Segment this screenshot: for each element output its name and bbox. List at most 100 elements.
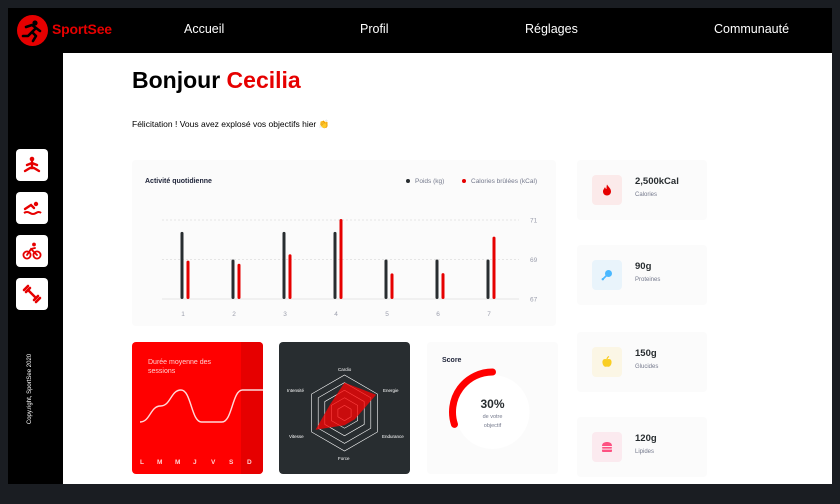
burger-icon xyxy=(592,432,622,462)
radar-grid xyxy=(311,374,378,452)
lipids-value: 120g xyxy=(635,433,657,444)
yoga-button[interactable] xyxy=(16,149,48,181)
lipids-label: Lipides xyxy=(635,449,655,455)
dumbbell-icon xyxy=(22,284,42,304)
calories-label: Calories xyxy=(635,192,658,198)
nav-profil[interactable]: Profil xyxy=(360,22,389,36)
nav-communaute[interactable]: Communauté xyxy=(714,22,790,36)
dumbbell-button[interactable] xyxy=(16,278,48,310)
legend-calories-dot xyxy=(462,179,466,184)
proteins-value: 90g xyxy=(635,261,652,272)
day-label: J xyxy=(193,459,197,466)
page-title: Bonjour Cecilia xyxy=(132,67,301,94)
radar-label-endurance: Endurance xyxy=(382,434,404,439)
proteins-label: Proteines xyxy=(635,277,661,283)
calories-bar xyxy=(441,273,445,299)
activity-x-tick: 7 xyxy=(487,311,491,318)
proteins-card: 90g Proteines xyxy=(577,245,707,305)
calories-bar xyxy=(186,260,190,299)
calories-bar xyxy=(390,273,394,299)
legend-weight-dot xyxy=(406,179,410,184)
calories-bar xyxy=(339,219,343,299)
score-caption-line2: objectif xyxy=(483,423,502,429)
activity-x-tick: 3 xyxy=(283,311,287,318)
activity-x-tick: 5 xyxy=(385,311,389,318)
activity-chart: Activité quotidienne Poids (kg) Calories… xyxy=(132,160,556,326)
day-label: D xyxy=(247,459,252,466)
weight-bar xyxy=(435,259,439,299)
calories-card: 2,500kCal Calories xyxy=(577,160,707,220)
day-label: S xyxy=(229,459,234,466)
activity-y-tick: 71 xyxy=(530,218,538,225)
radar-values xyxy=(315,382,377,430)
activity-x-tick: 6 xyxy=(436,311,440,318)
day-label: L xyxy=(140,459,144,466)
legend-calories-label: Calories brûlées (kCal) xyxy=(471,178,538,185)
session-duration-line xyxy=(139,389,263,423)
top-navigation: SportSee Accueil Profil Réglages Communa… xyxy=(8,8,832,53)
user-name: Cecilia xyxy=(226,67,301,93)
score-inner-disc xyxy=(455,375,530,449)
radar-label-energie: Energie xyxy=(383,388,399,393)
session-duration-chart: Durée moyenne des sessions L M M J V S D xyxy=(132,342,263,474)
activity-y-tick: 67 xyxy=(530,297,538,304)
legend-weight-label: Poids (kg) xyxy=(415,178,445,185)
day-label: M xyxy=(157,459,163,466)
score-caption-line1: de votre xyxy=(482,414,503,420)
weight-bar xyxy=(231,259,235,299)
session-duration-path xyxy=(139,389,263,423)
weight-bar xyxy=(282,231,286,299)
greeting-hello: Bonjour xyxy=(132,67,221,93)
nav-accueil[interactable]: Accueil xyxy=(184,22,225,36)
weight-bar xyxy=(486,259,490,299)
congrats-message: Félicitation ! Vous avez explosé vos obj… xyxy=(132,119,330,129)
lipids-card: 120g Lipides xyxy=(577,417,707,477)
radar-plot xyxy=(311,374,378,452)
score-title: Score xyxy=(442,357,462,364)
radar-label-cardio: Cardio xyxy=(338,367,352,372)
yoga-icon xyxy=(23,156,41,173)
day-label: V xyxy=(211,459,216,466)
cycling-button[interactable] xyxy=(16,235,48,267)
swimming-button[interactable] xyxy=(16,192,48,224)
calories-value: 2,500kCal xyxy=(635,176,679,187)
carbs-card: 150g Glucides xyxy=(577,332,707,392)
swimming-icon xyxy=(23,201,42,215)
score-value: 30% xyxy=(480,397,505,411)
calories-bar xyxy=(237,263,241,299)
nav-reglages[interactable]: Réglages xyxy=(525,22,578,36)
score-ring xyxy=(449,368,530,449)
legend-calories: Calories brûlées (kCal) xyxy=(462,178,537,185)
legend-weight: Poids (kg) xyxy=(406,178,444,185)
session-duration-bg xyxy=(241,342,263,474)
drumstick-icon xyxy=(592,260,622,290)
score-chart: Score 30% de votre objectif xyxy=(427,342,558,474)
activity-x-tick: 2 xyxy=(232,311,236,318)
brand-name[interactable]: SportSee xyxy=(52,21,112,37)
calories-bar xyxy=(288,254,292,299)
score-arc xyxy=(449,368,496,428)
app-window: SportSee Accueil Profil Réglages Communa… xyxy=(8,8,832,484)
session-duration-title: Durée moyenne des sessions xyxy=(148,359,212,375)
performance-radar-chart: Cardio Energie Endurance Force Vitesse I… xyxy=(279,342,410,474)
weight-bar xyxy=(333,231,337,299)
activity-chart-title: Activité quotidienne xyxy=(145,178,212,185)
activity-y-tick: 69 xyxy=(530,257,538,264)
weight-bar xyxy=(180,231,184,299)
day-label: M xyxy=(175,459,181,466)
radar-label-intensite: Intensité xyxy=(287,388,305,393)
carbs-label: Glucides xyxy=(635,364,659,370)
flame-icon xyxy=(592,175,622,205)
activity-x-tick: 4 xyxy=(334,311,338,318)
carbs-value: 150g xyxy=(635,348,657,359)
activity-x-tick: 1 xyxy=(181,311,185,318)
apple-icon xyxy=(592,347,622,377)
copyright-text: Copy.right, SportSee 2020 xyxy=(27,353,33,425)
radar-label-vitesse: Vitesse xyxy=(289,434,304,439)
cycling-icon xyxy=(22,242,42,260)
calories-bar xyxy=(492,236,496,299)
weight-bar xyxy=(384,259,388,299)
logo-icon[interactable] xyxy=(17,15,48,46)
radar-label-force: Force xyxy=(338,456,350,461)
